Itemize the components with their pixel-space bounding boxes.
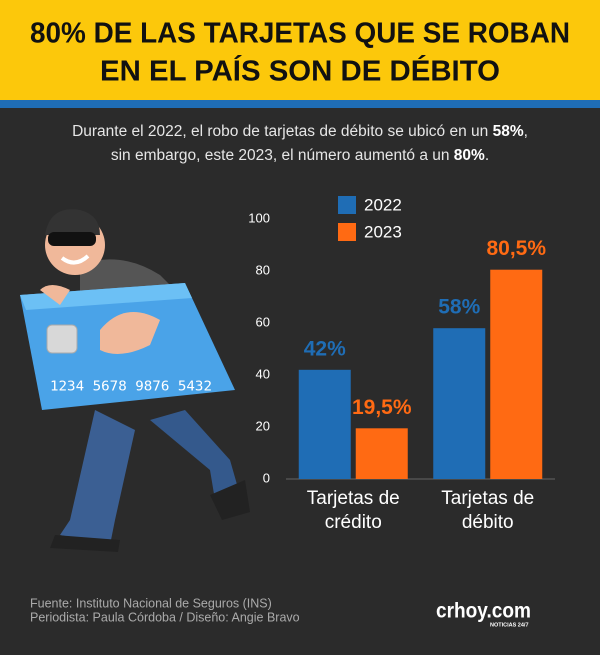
- bar: [298, 369, 351, 479]
- subtitle-run: sin embargo, este 2023, el número aument…: [111, 147, 454, 164]
- subtitle-run: Durante el 2022, el robo de tarjetas de …: [72, 123, 493, 140]
- value-label: 19,5%: [352, 396, 412, 419]
- y-tick-label: 20: [256, 418, 270, 433]
- source: Fuente: Instituto Nacional de Seguros (I…: [30, 596, 272, 610]
- bar: [355, 428, 408, 479]
- y-tick-label: 100: [248, 210, 270, 225]
- subtitle-run: 80%: [454, 147, 485, 164]
- title-line: EN EL PAÍS SON DE DÉBITO: [100, 54, 500, 88]
- legend-label: 2023: [364, 222, 402, 241]
- value-label: 80,5%: [486, 237, 546, 260]
- legend-swatch: [338, 196, 356, 214]
- subtitle-line: Durante el 2022, el robo de tarjetas de …: [72, 123, 528, 140]
- value-label: 42%: [304, 337, 346, 360]
- header-band: [0, 0, 600, 100]
- thief-illustration: 1234 5678 9876 5432: [20, 209, 250, 552]
- y-tick-label: 0: [263, 470, 270, 485]
- category-label: Tarjetas de crédito: [306, 488, 400, 533]
- bar: [433, 328, 486, 479]
- y-tick-label: 40: [256, 366, 270, 381]
- logo: crhoy.com: [436, 600, 531, 623]
- category-label: Tarjetas de débito: [441, 488, 535, 533]
- bar: [490, 269, 543, 479]
- legend-label: 2022: [364, 195, 402, 214]
- subtitle-line: sin embargo, este 2023, el número aument…: [111, 147, 489, 164]
- logo-tagline: NOTICIAS 24/7: [490, 622, 529, 628]
- y-tick-label: 60: [256, 314, 270, 329]
- header-stripe: [0, 100, 600, 108]
- subtitle-run: 58%: [493, 123, 524, 140]
- credits: Periodista: Paula Córdoba / Diseño: Angi…: [30, 610, 300, 624]
- y-tick-label: 80: [256, 262, 270, 277]
- title-line: 80% DE LAS TARJETAS QUE SE ROBAN: [30, 18, 570, 50]
- legend-swatch: [338, 223, 356, 241]
- card-number: 1234 5678 9876 5432: [50, 380, 212, 395]
- subtitle-run: .: [485, 147, 489, 164]
- value-label: 58%: [438, 296, 480, 319]
- subtitle-run: ,: [524, 123, 528, 140]
